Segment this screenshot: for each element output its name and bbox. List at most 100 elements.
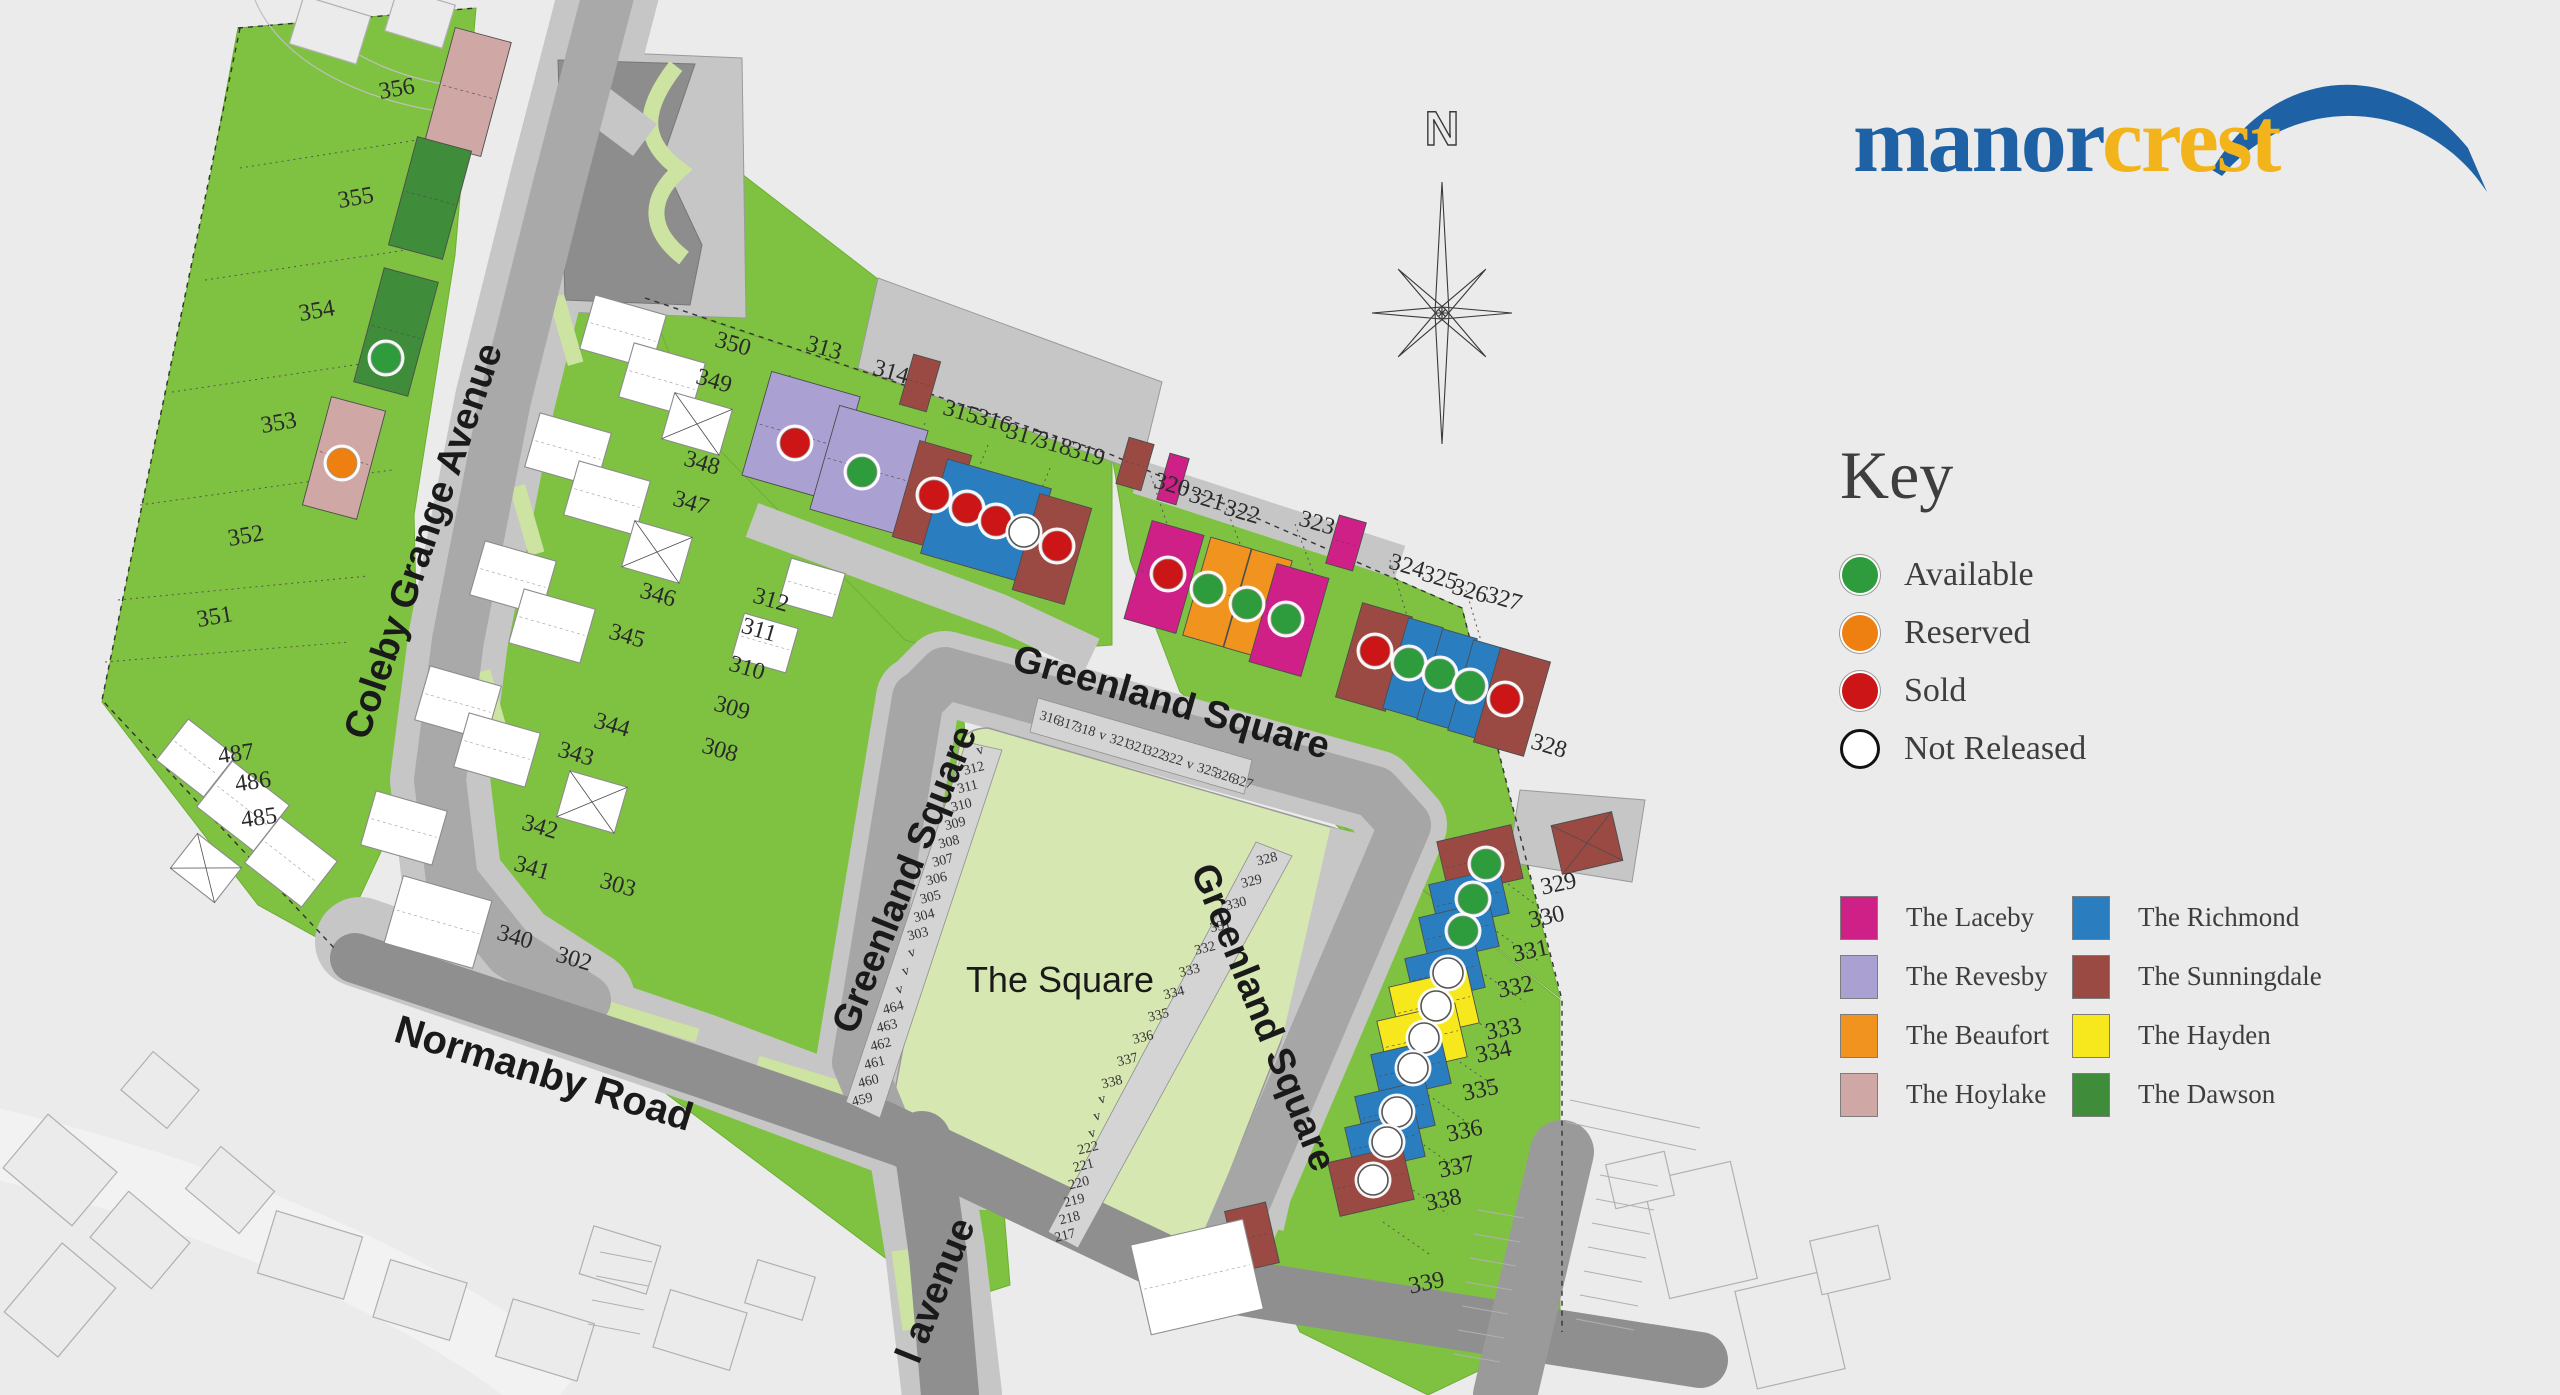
parking-bay-label: 304: [912, 906, 936, 926]
plot-boundary-line: [1397, 1179, 1449, 1215]
parking-bay-label: 464: [881, 998, 905, 1018]
parking-bay-label: 331: [1209, 917, 1233, 937]
status-dot-A[interactable]: [1390, 644, 1428, 682]
house-laceby[interactable]: [1325, 514, 1367, 572]
existing-parking-bay: [1465, 1281, 1513, 1291]
house-laceby[interactable]: [1156, 452, 1190, 506]
plot-boundary-line: [1389, 559, 1419, 653]
plot-label-351[interactable]: 351: [195, 601, 235, 633]
plot-label-327[interactable]: 327: [1483, 582, 1525, 617]
parking-bay-label: v: [1097, 1091, 1107, 1107]
status-dot-A[interactable]: [1267, 600, 1305, 638]
status-dot-S[interactable]: [1149, 555, 1187, 593]
status-dot-S[interactable]: [977, 502, 1015, 540]
status-dot-A[interactable]: [843, 453, 881, 491]
house-sunningdale[interactable]: [898, 353, 942, 413]
house-white[interactable]: [453, 712, 541, 788]
status-dot-A[interactable]: [1444, 912, 1482, 950]
status-dot-N[interactable]: [1394, 1049, 1432, 1087]
status-dot-S[interactable]: [1486, 680, 1524, 718]
house-white[interactable]: [778, 557, 846, 619]
house-sunningdale[interactable]: [1550, 811, 1624, 875]
plot-label-354[interactable]: 354: [297, 295, 337, 327]
plot-label-485[interactable]: 485: [239, 803, 278, 834]
beaufort-swatch-icon: [1840, 1013, 1878, 1058]
parking-bay-label: 460: [857, 1072, 881, 1092]
plot-label-355[interactable]: 355: [336, 182, 376, 214]
road: [1473, 1120, 1594, 1395]
plot-label-329[interactable]: 329: [1538, 868, 1579, 901]
status-dot-S[interactable]: [1038, 527, 1076, 565]
house-white[interactable]: [563, 460, 651, 536]
parking-bay-label: 316: [1038, 709, 1062, 729]
key-title: Key: [1840, 437, 1954, 513]
house-white[interactable]: [155, 718, 237, 798]
dawson-swatch-icon: [2072, 1072, 2110, 1117]
plot-label-353[interactable]: 353: [259, 407, 299, 439]
parking-bay-label: 459: [850, 1090, 874, 1110]
existing-parking-bay: [1453, 1353, 1501, 1363]
status-dot-N[interactable]: [1429, 954, 1467, 992]
parking-bay-label: 338: [1100, 1073, 1124, 1093]
parking-bay-label: v: [975, 742, 985, 758]
existing-parking-bay: [587, 1323, 641, 1335]
parking-bay-label: 317: [1055, 714, 1079, 734]
house-white[interactable]: [731, 612, 799, 674]
road: [330, 933, 945, 1173]
status-dot-A[interactable]: [1451, 667, 1489, 705]
legend-item-hoylake: The Hoylake: [1840, 1065, 2072, 1124]
status-dot-A[interactable]: [1454, 880, 1492, 918]
plot-boundary-line: [1294, 523, 1323, 597]
house-white[interactable]: [360, 790, 448, 866]
house-white[interactable]: [555, 769, 629, 835]
parking-bay-label: 306: [925, 870, 949, 890]
status-dot-R[interactable]: [323, 444, 361, 482]
plot-label-356[interactable]: 356: [377, 73, 417, 105]
house-white[interactable]: [508, 588, 596, 664]
house-white[interactable]: [620, 519, 694, 585]
plot-boundary-line: [139, 469, 393, 506]
house-white[interactable]: [1129, 1218, 1265, 1336]
status-dot-A[interactable]: [367, 339, 405, 377]
plot-boundary-line: [644, 297, 1563, 1332]
status-dot-S[interactable]: [776, 424, 814, 462]
status-dot-A[interactable]: [1421, 655, 1459, 693]
status-dot-N[interactable]: [1005, 513, 1043, 551]
legend-item-laceby: The Laceby: [1840, 888, 2072, 947]
status-dot-N[interactable]: [1368, 1123, 1406, 1161]
status-dot-N[interactable]: [1378, 1093, 1416, 1131]
parking-bay-label: 321: [1125, 738, 1149, 758]
house-white[interactable]: [383, 874, 493, 970]
house-white[interactable]: [169, 832, 243, 904]
plot-label-352[interactable]: 352: [226, 520, 266, 552]
sold-dot-icon: [1840, 671, 1880, 711]
plot-label-486[interactable]: 486: [233, 767, 272, 798]
house-sunningdale[interactable]: [1115, 436, 1155, 492]
plot-boundary-line: [1507, 883, 1557, 921]
house-dawson[interactable]: [387, 136, 473, 260]
house-white[interactable]: [244, 816, 338, 908]
status-dot-N[interactable]: [1405, 1019, 1443, 1057]
plot-label-328[interactable]: 328: [1528, 729, 1570, 764]
legend-item-sunningdale: The Sunningdale: [2072, 947, 2460, 1006]
status-dot-A[interactable]: [1228, 585, 1266, 623]
parking-bay-label: 308: [937, 833, 961, 853]
status-dot-S[interactable]: [915, 476, 953, 514]
status-dot-S[interactable]: [1356, 632, 1394, 670]
parking-bay-label: v: [901, 963, 911, 979]
logo-wordmark: manorcrest: [1853, 90, 2281, 190]
key-label: Reserved: [1904, 614, 2031, 651]
plot-label-487[interactable]: 487: [216, 739, 255, 770]
status-dot-S[interactable]: [948, 489, 986, 527]
private-drive: [745, 503, 1100, 672]
existing-parking-bay: [1575, 1318, 1635, 1331]
existing-parking-bay: [1569, 1099, 1701, 1129]
parking-bay-label: 219: [1062, 1191, 1086, 1211]
house-white[interactable]: [660, 391, 734, 457]
status-dot-A[interactable]: [1189, 570, 1227, 608]
status-dot-A[interactable]: [1467, 845, 1505, 883]
status-dot-N[interactable]: [1354, 1161, 1392, 1199]
status-dot-N[interactable]: [1417, 987, 1455, 1025]
existing-building: [288, 0, 372, 65]
